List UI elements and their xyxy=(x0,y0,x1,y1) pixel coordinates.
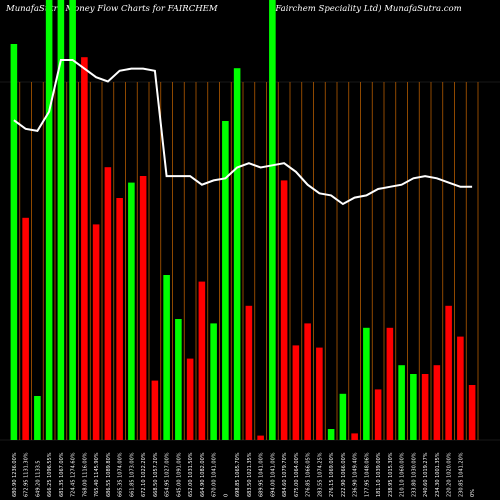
x-tick-label: 654.95 1027.00% xyxy=(165,452,171,497)
x-tick-label: 698.85 1065.70% xyxy=(235,452,241,497)
x-tick-label: 276.85 1066.05% xyxy=(306,452,312,497)
x-tick-label: 210.10 1060.00% xyxy=(400,452,406,497)
x-tick-label: 694.00 1041.00% xyxy=(270,452,276,497)
x-tick-label: 683.50 1021.35% xyxy=(247,452,253,497)
bar xyxy=(69,0,76,440)
x-tick-label: 684.60 1079.70% xyxy=(282,452,288,497)
x-tick-label: 664.90 1082.00% xyxy=(200,452,206,497)
bar xyxy=(222,121,229,440)
x-tick-label: 230.85 1041.20% xyxy=(458,452,464,497)
x-tick-label: 652.00 1031.50% xyxy=(188,452,194,497)
bar xyxy=(374,389,382,440)
bar xyxy=(351,433,358,440)
chart-title-right: (Fairchem Speciality Ltd) MunafaSutra.co… xyxy=(272,4,462,14)
bar xyxy=(445,305,452,440)
x-tick-label: 181.10 1039.00% xyxy=(376,452,382,497)
bar xyxy=(233,68,241,440)
x-tick-label: 238.95 1015.30% xyxy=(388,452,394,497)
x-tick-label: 222.90 1066.00% xyxy=(341,452,347,497)
chart-grid xyxy=(0,81,500,441)
bar xyxy=(327,429,335,440)
bar xyxy=(316,347,323,440)
bar xyxy=(151,380,159,440)
x-tick-label: 240.60 1019.27% xyxy=(423,452,429,497)
x-axis-labels: 680.90 1236.00% 672.95 1131.30% 649.20 113… xyxy=(12,452,476,497)
bar xyxy=(304,323,311,440)
x-tick-label: 649.20 1133.5 xyxy=(35,460,41,497)
bar xyxy=(92,224,100,440)
x-tick-label: 661.85 1073.00% xyxy=(129,452,135,497)
bar xyxy=(45,0,53,440)
x-tick-label: 0% xyxy=(470,489,476,497)
x-tick-label: 689.95 1041.00% xyxy=(259,452,265,497)
x-tick-label: 765.40 1145.90% xyxy=(94,452,100,497)
bar xyxy=(398,365,405,440)
x-tick-label: 666.25 1096.55% xyxy=(47,452,53,497)
bar xyxy=(81,57,88,440)
x-tick-label: 177.95 1048.06% xyxy=(364,452,370,497)
bar xyxy=(257,435,264,440)
x-tick-label: 234.30 1001.35% xyxy=(435,452,441,497)
bar xyxy=(363,327,370,440)
bar xyxy=(57,0,65,440)
bar xyxy=(104,167,112,440)
x-tick-label: 672.95 1131.30% xyxy=(24,452,30,497)
bar xyxy=(468,385,476,440)
x-tick-label: 233.80 1030.00% xyxy=(411,452,417,497)
x-tick-label: 670.00 1041.00% xyxy=(212,452,218,497)
bar xyxy=(139,176,147,440)
bar xyxy=(128,182,135,440)
bar xyxy=(386,327,394,440)
x-tick-label: 276.15 1069.00% xyxy=(329,452,335,497)
x-tick-label: 675.00 1064.00% xyxy=(294,452,300,497)
bar xyxy=(10,44,18,440)
bar xyxy=(175,319,182,440)
x-tick-label: 283.55 1074.25% xyxy=(317,452,323,497)
x-tick-label: 768.00 1116.00% xyxy=(82,452,88,497)
x-tick-label: 236.90 1049.40% xyxy=(353,452,359,497)
bar xyxy=(198,281,206,440)
bar xyxy=(116,198,123,440)
bar xyxy=(421,374,429,440)
bar xyxy=(410,374,417,440)
bar xyxy=(292,345,300,440)
x-tick-label: 672.10 1022.20% xyxy=(141,452,147,497)
bar xyxy=(457,336,464,440)
bar xyxy=(433,365,441,440)
chart-bars xyxy=(10,0,476,440)
bar xyxy=(245,305,253,440)
bar xyxy=(280,180,288,440)
bar xyxy=(186,358,194,440)
x-tick-label: 680.90 1236.00% xyxy=(12,452,18,497)
bar xyxy=(210,323,217,440)
x-tick-label: 724.45 1274.60% xyxy=(71,452,77,497)
chart-title-left: MunafaSutra Money Flow Charts for FAIRCH… xyxy=(6,4,218,14)
bar xyxy=(269,0,276,440)
bar xyxy=(339,393,347,440)
x-tick-label: 665.35 1074.00% xyxy=(118,452,124,497)
x-tick-label: 645.00 1091.00% xyxy=(176,452,182,497)
x-tick-label: 220.20 1020.00% xyxy=(447,452,453,497)
x-tick-label: 681.35 1067.00% xyxy=(59,452,65,497)
bar xyxy=(22,217,29,440)
x-tick-label: 686.55 1089.80% xyxy=(106,452,112,497)
bar xyxy=(34,396,41,440)
bar xyxy=(163,275,170,440)
x-tick-label: 0 xyxy=(223,494,229,497)
money-flow-line xyxy=(13,59,473,206)
x-tick-label: 668.50 1057.20% xyxy=(153,452,159,497)
